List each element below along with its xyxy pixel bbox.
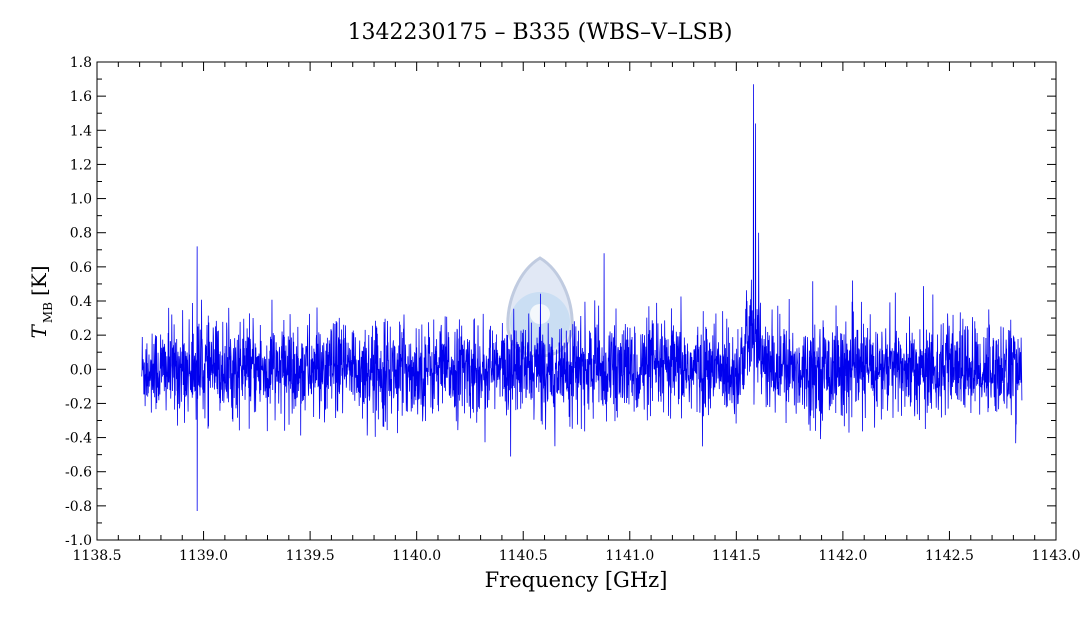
x-tick-label: 1140.5: [499, 548, 548, 564]
x-tick-label: 1139.0: [179, 548, 228, 564]
x-tick-label: 1141.0: [605, 548, 654, 564]
y-tick-label: 0.2: [70, 328, 92, 344]
y-axis-label-unit: [K]: [27, 266, 51, 297]
y-tick-label: 1.4: [70, 123, 92, 139]
y-tick-label: 1.6: [70, 89, 92, 105]
x-tick-label: 1142.5: [925, 548, 974, 564]
y-axis-label-main: T: [27, 324, 51, 339]
x-tick-label: 1138.5: [73, 548, 122, 564]
y-tick-label: 0.6: [70, 260, 92, 276]
plot-area: [96, 61, 1057, 541]
svg-text:TMB[K]: TMB [K]: [27, 266, 55, 339]
x-tick-label: 1141.5: [712, 548, 761, 564]
y-tick-label: -1.0: [65, 533, 92, 549]
y-tick-label: 1.0: [70, 192, 92, 208]
x-tick-label: 1140.0: [392, 548, 441, 564]
y-axis-label: TMB [K]: [27, 266, 55, 339]
spectrum-series: [141, 84, 1023, 511]
x-axis-ticks: 1138.5 1139.0 1139.5 1140.0 1140.5 1141.0 1141…: [73, 62, 1080, 564]
y-tick-label: 1.8: [70, 55, 92, 71]
y-tick-label: -0.4: [65, 431, 92, 447]
chart-title: 1342230175 – B335 (WBS–V–LSB): [348, 20, 733, 45]
plot-frame: [96, 61, 1057, 541]
y-tick-label: 0.0: [70, 362, 92, 378]
spectrum-line: [141, 84, 1023, 511]
y-tick-label: -0.2: [65, 396, 92, 412]
y-tick-label: 0.4: [70, 294, 92, 310]
x-tick-label: 1139.5: [286, 548, 335, 564]
y-tick-label: 0.8: [70, 226, 92, 242]
x-axis-label: Frequency [GHz]: [485, 568, 668, 592]
y-tick-label: -0.8: [65, 499, 92, 515]
y-axis-ticks: -1.0 -0.8 -0.6 -0.4 -0.2 0.0 0.2 0.4 0.6 0.8 1.0 1.…: [65, 55, 1056, 549]
y-tick-label: -0.6: [65, 465, 92, 481]
y-axis-label-sub: MB: [41, 302, 55, 323]
x-tick-label: 1143.0: [1032, 548, 1080, 564]
x-tick-label: 1142.0: [818, 548, 867, 564]
y-tick-label: 1.2: [70, 157, 92, 173]
